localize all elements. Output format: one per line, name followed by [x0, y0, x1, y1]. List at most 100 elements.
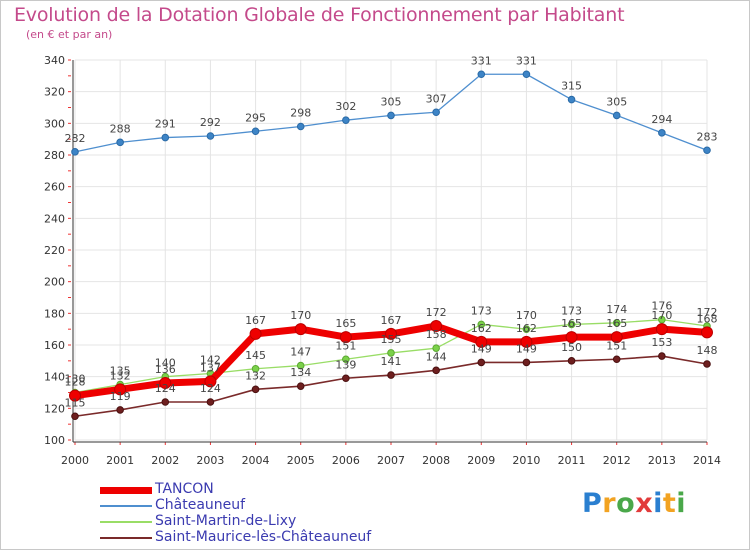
legend-item-tancon: TANCON: [100, 481, 420, 498]
data-point-tancon: [249, 327, 262, 340]
data-point-saint-martin-de-lixy: [658, 315, 666, 324]
logo-letter: t: [662, 488, 677, 519]
proxiti-logo: Proxiti: [582, 488, 686, 519]
y-tick-label: 240: [44, 212, 65, 225]
legend: TANCON Châteauneuf Saint-Martin-de-Lixy …: [100, 481, 420, 546]
data-point-chateauneuf: [567, 95, 576, 104]
data-label-saint-martin-de-lixy: 147: [290, 346, 311, 359]
y-tick-label: 200: [44, 276, 65, 289]
data-label-chateauneuf: 305: [381, 95, 402, 108]
data-label-saint-maurice-les-chateauneuf: 115: [65, 396, 86, 409]
data-label-chateauneuf: 305: [606, 95, 627, 108]
data-point-chateauneuf: [477, 70, 486, 79]
data-point-tancon: [294, 323, 307, 336]
data-label-saint-maurice-les-chateauneuf: 144: [426, 350, 447, 363]
data-label-tancon: 132: [110, 369, 131, 382]
legend-label-saint-martin: Saint-Martin-de-Lixy: [155, 513, 297, 529]
data-point-chateauneuf: [116, 138, 124, 147]
data-label-saint-maurice-les-chateauneuf: 132: [245, 369, 266, 382]
data-point-saint-maurice-les-chateauneuf: [387, 371, 395, 379]
legend-item-saint-maurice: Saint-Maurice-lès-Châteauneuf: [100, 529, 420, 546]
data-point-saint-maurice-les-chateauneuf: [477, 358, 486, 367]
data-label-chateauneuf: 294: [651, 113, 672, 126]
data-label-tancon: 128: [65, 376, 86, 389]
data-label-saint-maurice-les-chateauneuf: 149: [516, 342, 537, 355]
data-point-saint-maurice-les-chateauneuf: [342, 374, 350, 383]
data-point-saint-maurice-les-chateauneuf: [251, 385, 260, 394]
data-point-tancon: [655, 323, 668, 336]
logo-letter: x: [635, 488, 654, 519]
data-point-saint-maurice-les-chateauneuf: [206, 398, 215, 406]
data-point-saint-martin-de-lixy: [387, 349, 395, 357]
data-label-chateauneuf: 307: [426, 92, 447, 105]
y-tick-label: 320: [44, 86, 65, 99]
data-label-tancon: 162: [516, 322, 537, 335]
x-tick-label: 2010: [512, 454, 540, 467]
data-point-chateauneuf: [703, 146, 711, 155]
data-label-saint-maurice-les-chateauneuf: 124: [200, 382, 221, 395]
data-label-tancon: 172: [426, 306, 447, 319]
data-point-chateauneuf: [251, 127, 260, 136]
data-point-tancon: [565, 331, 578, 344]
data-label-chateauneuf: 298: [290, 107, 311, 120]
data-label-saint-maurice-les-chateauneuf: 151: [606, 339, 627, 352]
data-label-chateauneuf: 331: [516, 54, 537, 67]
y-tick-label: 120: [44, 402, 65, 415]
legend-label-chateauneuf: Châteauneuf: [155, 497, 246, 513]
legend-swatch-saint-maurice: [100, 537, 152, 539]
data-label-tancon: 165: [335, 317, 356, 330]
x-tick-label: 2014: [693, 454, 721, 467]
legend-item-chateauneuf: Châteauneuf: [100, 497, 420, 514]
data-label-saint-martin-de-lixy: 145: [245, 349, 266, 362]
data-point-tancon: [114, 383, 127, 396]
data-label-saint-martin-de-lixy: 142: [200, 354, 221, 367]
data-label-saint-martin-de-lixy: 174: [606, 303, 627, 316]
data-label-saint-maurice-les-chateauneuf: 149: [471, 342, 492, 355]
x-tick-label: 2001: [106, 454, 134, 467]
data-point-tancon: [610, 331, 623, 344]
data-point-tancon: [520, 335, 533, 348]
legend-swatch-chateauneuf: [100, 505, 152, 507]
data-label-saint-maurice-les-chateauneuf: 139: [335, 358, 356, 371]
data-label-saint-maurice-les-chateauneuf: 150: [561, 341, 582, 354]
data-point-chateauneuf: [342, 116, 350, 124]
data-label-saint-maurice-les-chateauneuf: 124: [155, 382, 176, 395]
x-tick-label: 2003: [196, 454, 224, 467]
data-label-tancon: 137: [200, 361, 221, 374]
data-point-chateauneuf: [161, 133, 170, 142]
data-label-saint-maurice-les-chateauneuf: 119: [110, 390, 131, 403]
logo-letter: o: [616, 488, 636, 519]
y-tick-label: 220: [44, 244, 65, 257]
data-point-tancon: [204, 375, 217, 388]
data-point-saint-maurice-les-chateauneuf: [522, 358, 531, 367]
x-tick-label: 2013: [648, 454, 676, 467]
data-point-tancon: [339, 331, 352, 344]
data-point-saint-martin-de-lixy: [432, 344, 440, 352]
data-point-chateauneuf: [522, 70, 531, 79]
data-point-chateauneuf: [658, 129, 666, 137]
x-tick-label: 2007: [377, 454, 405, 467]
legend-item-saint-martin: Saint-Martin-de-Lixy: [100, 513, 420, 530]
data-label-chateauneuf: 295: [245, 111, 266, 124]
data-point-saint-maurice-les-chateauneuf: [703, 360, 711, 368]
data-label-saint-martin-de-lixy: 135: [110, 365, 131, 378]
data-label-tancon: 167: [381, 314, 402, 327]
data-label-saint-martin-de-lixy: 176: [651, 300, 672, 313]
legend-swatch-tancon: [100, 486, 152, 494]
data-label-tancon: 162: [471, 322, 492, 335]
legend-swatch-saint-martin: [100, 521, 152, 523]
data-label-tancon: 170: [651, 309, 672, 322]
data-label-saint-martin-de-lixy: 151: [335, 339, 356, 352]
data-label-chateauneuf: 291: [155, 118, 176, 131]
chart-title: Evolution de la Dotation Globale de Fonc…: [14, 4, 625, 26]
y-tick-label: 300: [44, 117, 65, 130]
data-label-chateauneuf: 302: [335, 100, 356, 113]
data-point-tancon: [475, 335, 488, 348]
data-point-saint-martin-de-lixy: [477, 320, 486, 329]
logo-letter: i: [653, 488, 663, 519]
x-tick-label: 2011: [558, 454, 586, 467]
data-label-saint-martin-de-lixy: 140: [155, 357, 176, 370]
data-label-tancon: 170: [290, 309, 311, 322]
x-tick-label: 2002: [151, 454, 179, 467]
data-label-saint-martin-de-lixy: 173: [561, 304, 582, 317]
